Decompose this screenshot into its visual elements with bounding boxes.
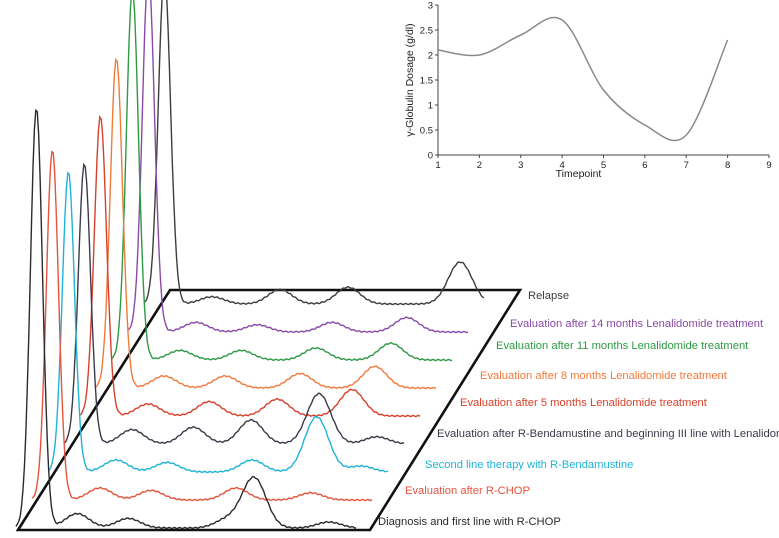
trace-line-6 bbox=[95, 57, 437, 390]
inset-xtick-label: 2 bbox=[477, 160, 482, 171]
inset-ytick-label: 1 bbox=[428, 101, 433, 112]
inset-xtick-label: 1 bbox=[435, 160, 440, 171]
trace-label-2: Evaluation after R-CHOP bbox=[405, 485, 530, 497]
inset-xtick-label: 6 bbox=[642, 160, 647, 171]
trace-line-4 bbox=[63, 162, 405, 445]
trace-label-6: Evaluation after 8 months Lenalidomide t… bbox=[480, 370, 728, 382]
inset-y-axis-title: γ-Globulin Dosage (g/dl) bbox=[404, 23, 416, 136]
trace-line-5 bbox=[79, 114, 421, 418]
trace-label-5: Evaluation after 5 months Lenalidomide t… bbox=[460, 397, 708, 409]
inset-ytick-label: 0.5 bbox=[420, 126, 433, 137]
inset-xtick-label: 9 bbox=[766, 160, 771, 171]
inset-ytick-label: 3 bbox=[428, 1, 433, 12]
gamma-globulin-inset-chart: 0 0.5 1 1.5 2 2.5 3 1 2 3 4 5 6 7 8 9 Timepoint γ-Globuli… bbox=[404, 1, 772, 181]
trace-label-1: Diagnosis and first line with R-CHOP bbox=[378, 516, 561, 528]
trace-label-7: Evaluation after 11 months Lenalidomide … bbox=[496, 340, 749, 352]
inset-xtick-label: 7 bbox=[684, 160, 689, 171]
inset-series-line bbox=[437, 16, 729, 142]
trace-line-8 bbox=[127, 0, 469, 334]
inset-xtick-label: 8 bbox=[725, 160, 730, 171]
trace-line-7 bbox=[111, 0, 452, 362]
trace-label-4: Evaluation after R-Bendamustine and begi… bbox=[437, 428, 779, 440]
inset-x-axis-title: Timepoint bbox=[556, 168, 602, 180]
inset-ytick-label: 0 bbox=[428, 151, 433, 162]
inset-xtick-label: 4 bbox=[559, 160, 564, 171]
inset-ytick-label: 1.5 bbox=[420, 76, 433, 87]
trace-label-8: Evaluation after 14 months Lenalidomide … bbox=[510, 318, 764, 330]
trace-label-9: Relapse bbox=[528, 290, 569, 302]
electrophoresis-waterfall-panel: Relapse Evaluation after 14 months Lenali… bbox=[15, 0, 779, 532]
trace-line-2 bbox=[31, 150, 373, 502]
trace-line-3 bbox=[47, 171, 389, 474]
inset-xtick-label: 5 bbox=[601, 160, 606, 171]
trace-line-1 bbox=[15, 108, 357, 530]
trace-line-9 bbox=[143, 0, 485, 306]
waterfall-frame bbox=[15, 288, 523, 532]
inset-xtick-label: 3 bbox=[518, 160, 523, 171]
trace-label-3: Second line therapy with R-Bendamustine bbox=[425, 459, 633, 471]
inset-ytick-label: 2 bbox=[428, 51, 433, 62]
inset-ytick-label: 2.5 bbox=[420, 26, 433, 37]
